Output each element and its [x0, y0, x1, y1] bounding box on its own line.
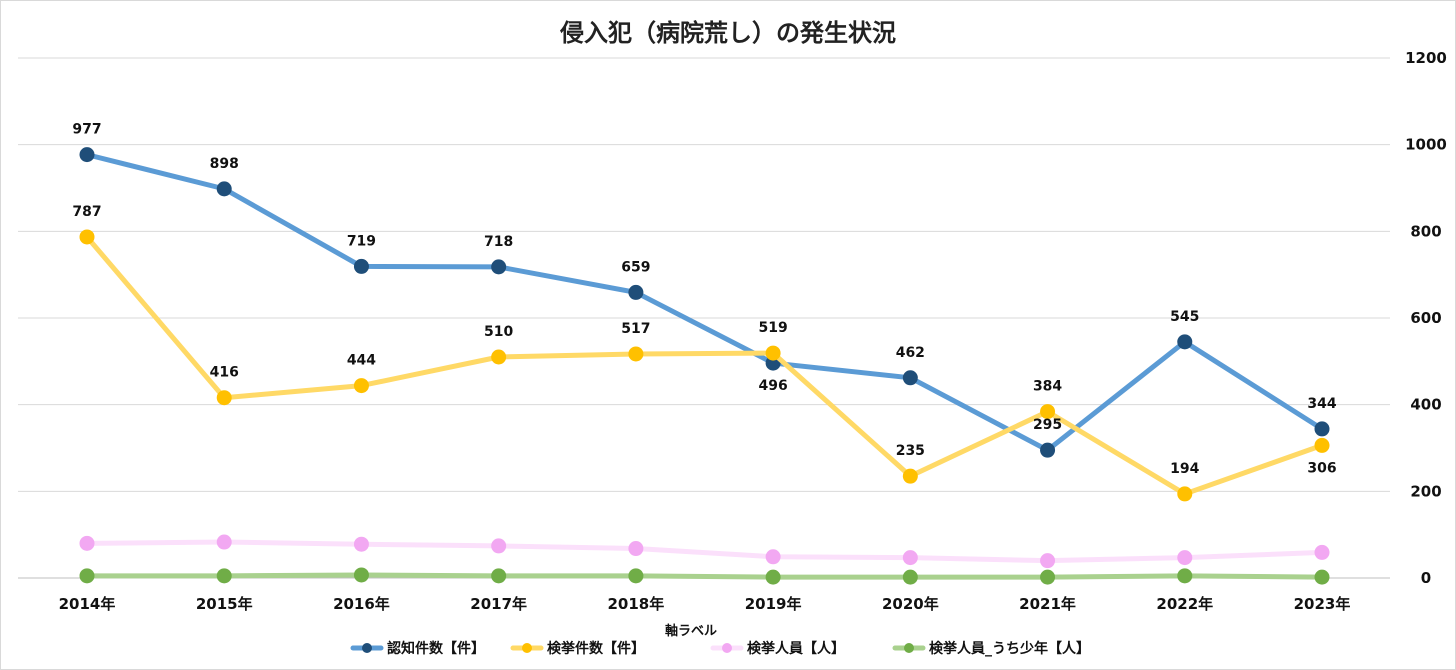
x-tick-label: 2016年	[333, 595, 390, 613]
data-label: 659	[621, 259, 650, 275]
x-tick-label: 2022年	[1156, 595, 1213, 613]
legend-marker	[722, 643, 732, 653]
x-tick-label: 2015年	[196, 595, 253, 613]
data-point	[216, 390, 232, 406]
legend-marker	[362, 643, 372, 653]
legend-label: 検挙人員_うち少年【人】	[929, 640, 1090, 657]
data-point	[902, 550, 918, 566]
y-tick-label: 600	[1410, 309, 1441, 327]
data-point	[216, 181, 232, 197]
data-point	[79, 147, 95, 163]
data-labels: 977 898 719 718 659 496 462 295 545 344 787 416 444 5…	[72, 122, 1336, 477]
data-point	[216, 568, 232, 584]
data-point	[628, 346, 644, 362]
data-point	[1177, 550, 1193, 566]
data-point	[765, 345, 781, 361]
data-label: 384	[1033, 379, 1062, 395]
data-point	[491, 349, 507, 365]
data-point	[902, 370, 918, 386]
data-point	[1314, 437, 1330, 453]
data-point	[628, 541, 644, 557]
data-point	[353, 258, 369, 274]
data-point	[1040, 553, 1056, 569]
data-point	[491, 259, 507, 275]
data-point	[491, 568, 507, 584]
data-point	[902, 468, 918, 484]
data-point	[1177, 486, 1193, 502]
data-point	[1177, 568, 1193, 584]
data-point	[216, 534, 232, 550]
x-tick-label: 2017年	[470, 595, 527, 613]
data-point	[1040, 404, 1056, 420]
data-label: 977	[72, 122, 101, 138]
data-label: 306	[1307, 460, 1336, 476]
series-line-2	[84, 539, 1325, 564]
data-point	[1040, 442, 1056, 458]
x-axis-ticks: 2014年 2015年 2016年 2017年 2018年 2019年 2020年 2021年…	[59, 595, 1351, 613]
data-point	[628, 284, 644, 300]
x-axis-title: 軸ラベル	[665, 623, 717, 639]
legend-marker	[904, 643, 914, 653]
series-line-0	[84, 152, 1325, 453]
data-point	[79, 229, 95, 245]
data-label: 444	[347, 353, 376, 369]
y-tick-label: 0	[1421, 569, 1431, 587]
y-tick-label: 200	[1410, 482, 1441, 500]
legend-label: 検挙件数【件】	[547, 640, 645, 657]
gridlines	[18, 57, 1390, 579]
data-point	[1040, 569, 1056, 585]
y-axis-ticks: 0 200 400 600 800 1000 1200	[1405, 49, 1447, 587]
x-tick-label: 2014年	[59, 595, 116, 613]
legend-label: 認知件数【件】	[387, 640, 485, 657]
x-tick-label: 2020年	[882, 595, 939, 613]
series-line-3	[84, 572, 1325, 580]
data-label: 416	[210, 365, 239, 381]
data-point	[902, 569, 918, 585]
legend: 認知件数【件】 検挙件数【件】 検挙人員【人】 検挙人員_うち少年【人】	[350, 640, 1090, 657]
series-layer	[79, 147, 1330, 585]
data-point	[79, 568, 95, 584]
data-point	[353, 378, 369, 394]
data-label: 194	[1170, 461, 1199, 477]
data-label: 496	[758, 378, 787, 394]
data-label: 517	[621, 321, 650, 337]
data-point	[353, 536, 369, 552]
data-label: 462	[896, 345, 925, 361]
chart-title: 侵入犯（病院荒し）の発生状況	[559, 19, 896, 47]
y-tick-label: 1200	[1405, 49, 1447, 67]
data-label: 344	[1307, 396, 1336, 412]
y-tick-label: 1000	[1405, 136, 1447, 154]
data-label: 719	[347, 233, 376, 249]
data-label: 510	[484, 324, 513, 340]
data-point	[1314, 569, 1330, 585]
data-point	[1314, 544, 1330, 560]
data-point	[765, 569, 781, 585]
data-point	[765, 549, 781, 565]
x-tick-label: 2019年	[745, 595, 802, 613]
data-label: 519	[758, 320, 787, 336]
data-label: 295	[1033, 417, 1062, 433]
data-point	[79, 535, 95, 551]
x-tick-label: 2018年	[608, 595, 665, 613]
data-label: 898	[210, 156, 239, 172]
x-tick-label: 2023年	[1294, 595, 1351, 613]
legend-marker	[522, 643, 532, 653]
data-point	[353, 567, 369, 583]
y-tick-label: 800	[1410, 222, 1441, 240]
data-point	[491, 538, 507, 554]
y-tick-label: 400	[1410, 396, 1441, 414]
legend-label: 検挙人員【人】	[747, 640, 845, 657]
data-point	[1314, 421, 1330, 437]
data-label: 545	[1170, 309, 1199, 325]
data-point	[628, 568, 644, 584]
series-line-1	[84, 234, 1325, 497]
data-label: 787	[72, 204, 101, 220]
data-label: 235	[896, 443, 925, 459]
data-point	[1177, 334, 1193, 350]
x-tick-label: 2021年	[1019, 595, 1076, 613]
data-label: 718	[484, 234, 513, 250]
